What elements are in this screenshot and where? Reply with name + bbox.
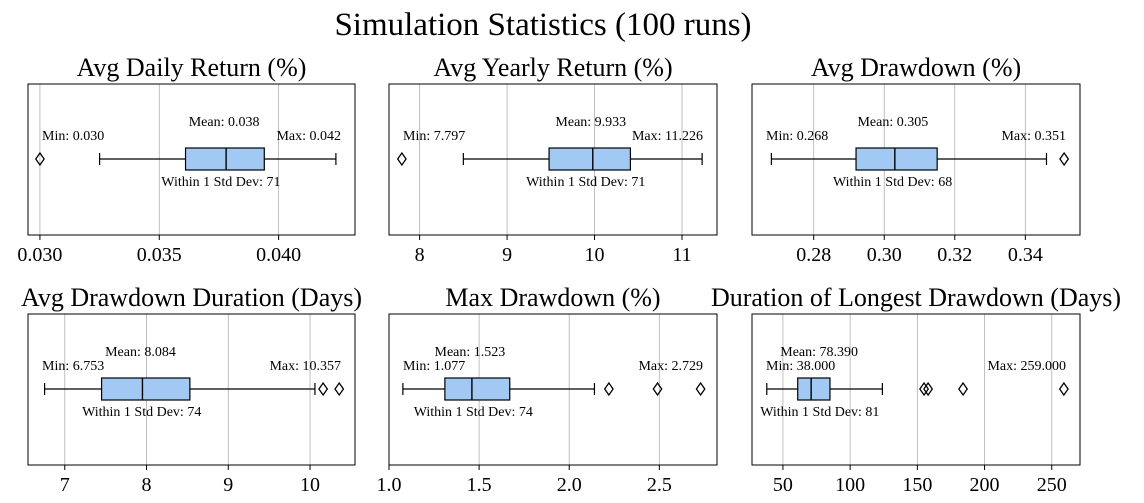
std-annotation: Within 1 Std Dev: 74 [82,405,201,420]
min-annotation: Min: 0.030 [42,129,104,144]
max-annotation: Max: 0.351 [1001,129,1066,144]
x-tick-label: 11 [672,244,691,266]
outlier-point [318,381,329,397]
mean-annotation: Mean: 78.390 [780,345,858,360]
x-tick-label: 0.32 [937,244,972,266]
outlier-point [695,381,706,397]
mean-annotation: Mean: 0.305 [857,115,928,130]
x-tick-label: 9 [502,244,512,266]
outlier-point [652,381,663,397]
axes-frame [27,313,356,466]
std-annotation: Within 1 Std Dev: 81 [760,405,879,420]
min-annotation: Min: 6.753 [42,359,104,374]
min-annotation: Min: 1.077 [403,359,465,374]
x-tick-label: 0.040 [256,244,301,266]
std-annotation: Within 1 Std Dev: 74 [414,405,533,420]
mean-annotation: Mean: 1.523 [435,345,506,360]
outlier-point [603,381,614,397]
max-annotation: Max: 0.042 [276,129,341,144]
outlier-point [1059,151,1070,167]
x-tick-label: 7 [60,474,70,496]
iqr-box [855,147,938,171]
iqr-box [548,147,632,171]
std-annotation: Within 1 Std Dev: 71 [526,175,645,190]
x-tick-label: 2.5 [647,474,672,496]
panel-title: Avg Daily Return (%) [77,53,307,82]
outlier-point [334,381,345,397]
panel-title: Duration of Longest Drawdown (Days) [711,283,1121,312]
x-tick-label: 8 [415,244,425,266]
max-annotation: Max: 10.357 [269,359,341,374]
axes-frame [751,313,1081,466]
mean-annotation: Mean: 8.084 [105,345,176,360]
x-tick-label: 1.0 [377,474,402,496]
x-tick-label: 9 [223,474,233,496]
x-tick-label: 1.5 [467,474,492,496]
outlier-point [396,151,407,167]
mean-annotation: Mean: 9.933 [555,115,626,130]
box-panel: Avg Drawdown Duration (Days) 7 8 9 10 Min: 6.… [21,283,362,496]
panel-title: Avg Drawdown Duration (Days) [21,283,362,312]
axes-frame [388,313,718,466]
x-tick-label: 0.035 [137,244,182,266]
axes-frame [751,83,1081,236]
axes-frame [27,83,356,236]
box-panel: Avg Yearly Return (%) 8 9 10 11 Min: 7.797 Max… [388,53,718,266]
x-tick-label: 0.34 [1008,244,1043,266]
figure-title: Simulation Statistics (100 runs) [334,7,751,43]
max-annotation: Max: 259.000 [987,359,1066,374]
x-tick-label: 8 [142,474,152,496]
outlier-point [919,381,930,397]
std-annotation: Within 1 Std Dev: 71 [161,175,280,190]
outlier-point [34,151,45,167]
iqr-box [797,377,831,401]
axes-frame [388,83,718,236]
x-tick-label: 10 [300,474,320,496]
panel-title: Avg Drawdown (%) [811,53,1021,82]
min-annotation: Min: 7.797 [403,129,465,144]
x-tick-label: 10 [585,244,605,266]
x-tick-label: 0.28 [796,244,831,266]
x-tick-label: 0.030 [17,244,62,266]
x-tick-label: 100 [835,474,865,496]
panel-title: Max Drawdown (%) [445,283,660,312]
max-annotation: Max: 2.729 [638,359,703,374]
max-annotation: Max: 11.226 [632,129,703,144]
outlier-point [958,381,969,397]
box-panel: Duration of Longest Drawdown (Days) 50 100… [711,283,1121,496]
x-tick-label: 150 [902,474,932,496]
min-annotation: Min: 38.000 [766,359,835,374]
min-annotation: Min: 0.268 [766,129,828,144]
box-panel: Max Drawdown (%) 1.0 1.5 2.0 2.5 Min: 1.077 Ma… [377,283,718,496]
panel-title: Avg Yearly Return (%) [433,53,672,82]
iqr-box [444,377,511,401]
mean-annotation: Mean: 0.038 [189,115,260,130]
x-tick-label: 200 [970,474,1000,496]
x-tick-label: 2.0 [557,474,582,496]
x-tick-label: 50 [773,474,793,496]
iqr-box [100,377,191,401]
outlier-point [1058,381,1069,397]
box-panel: Avg Drawdown (%) 0.28 0.30 0.32 0.34 Min: 0.2… [751,53,1081,266]
box-panel: Avg Daily Return (%) 0.030 0.035 0.040 Min: … [17,53,356,266]
x-tick-label: 250 [1037,474,1067,496]
std-annotation: Within 1 Std Dev: 68 [833,175,952,190]
iqr-box [184,147,265,171]
outlier-point [923,381,934,397]
x-tick-label: 0.30 [867,244,902,266]
